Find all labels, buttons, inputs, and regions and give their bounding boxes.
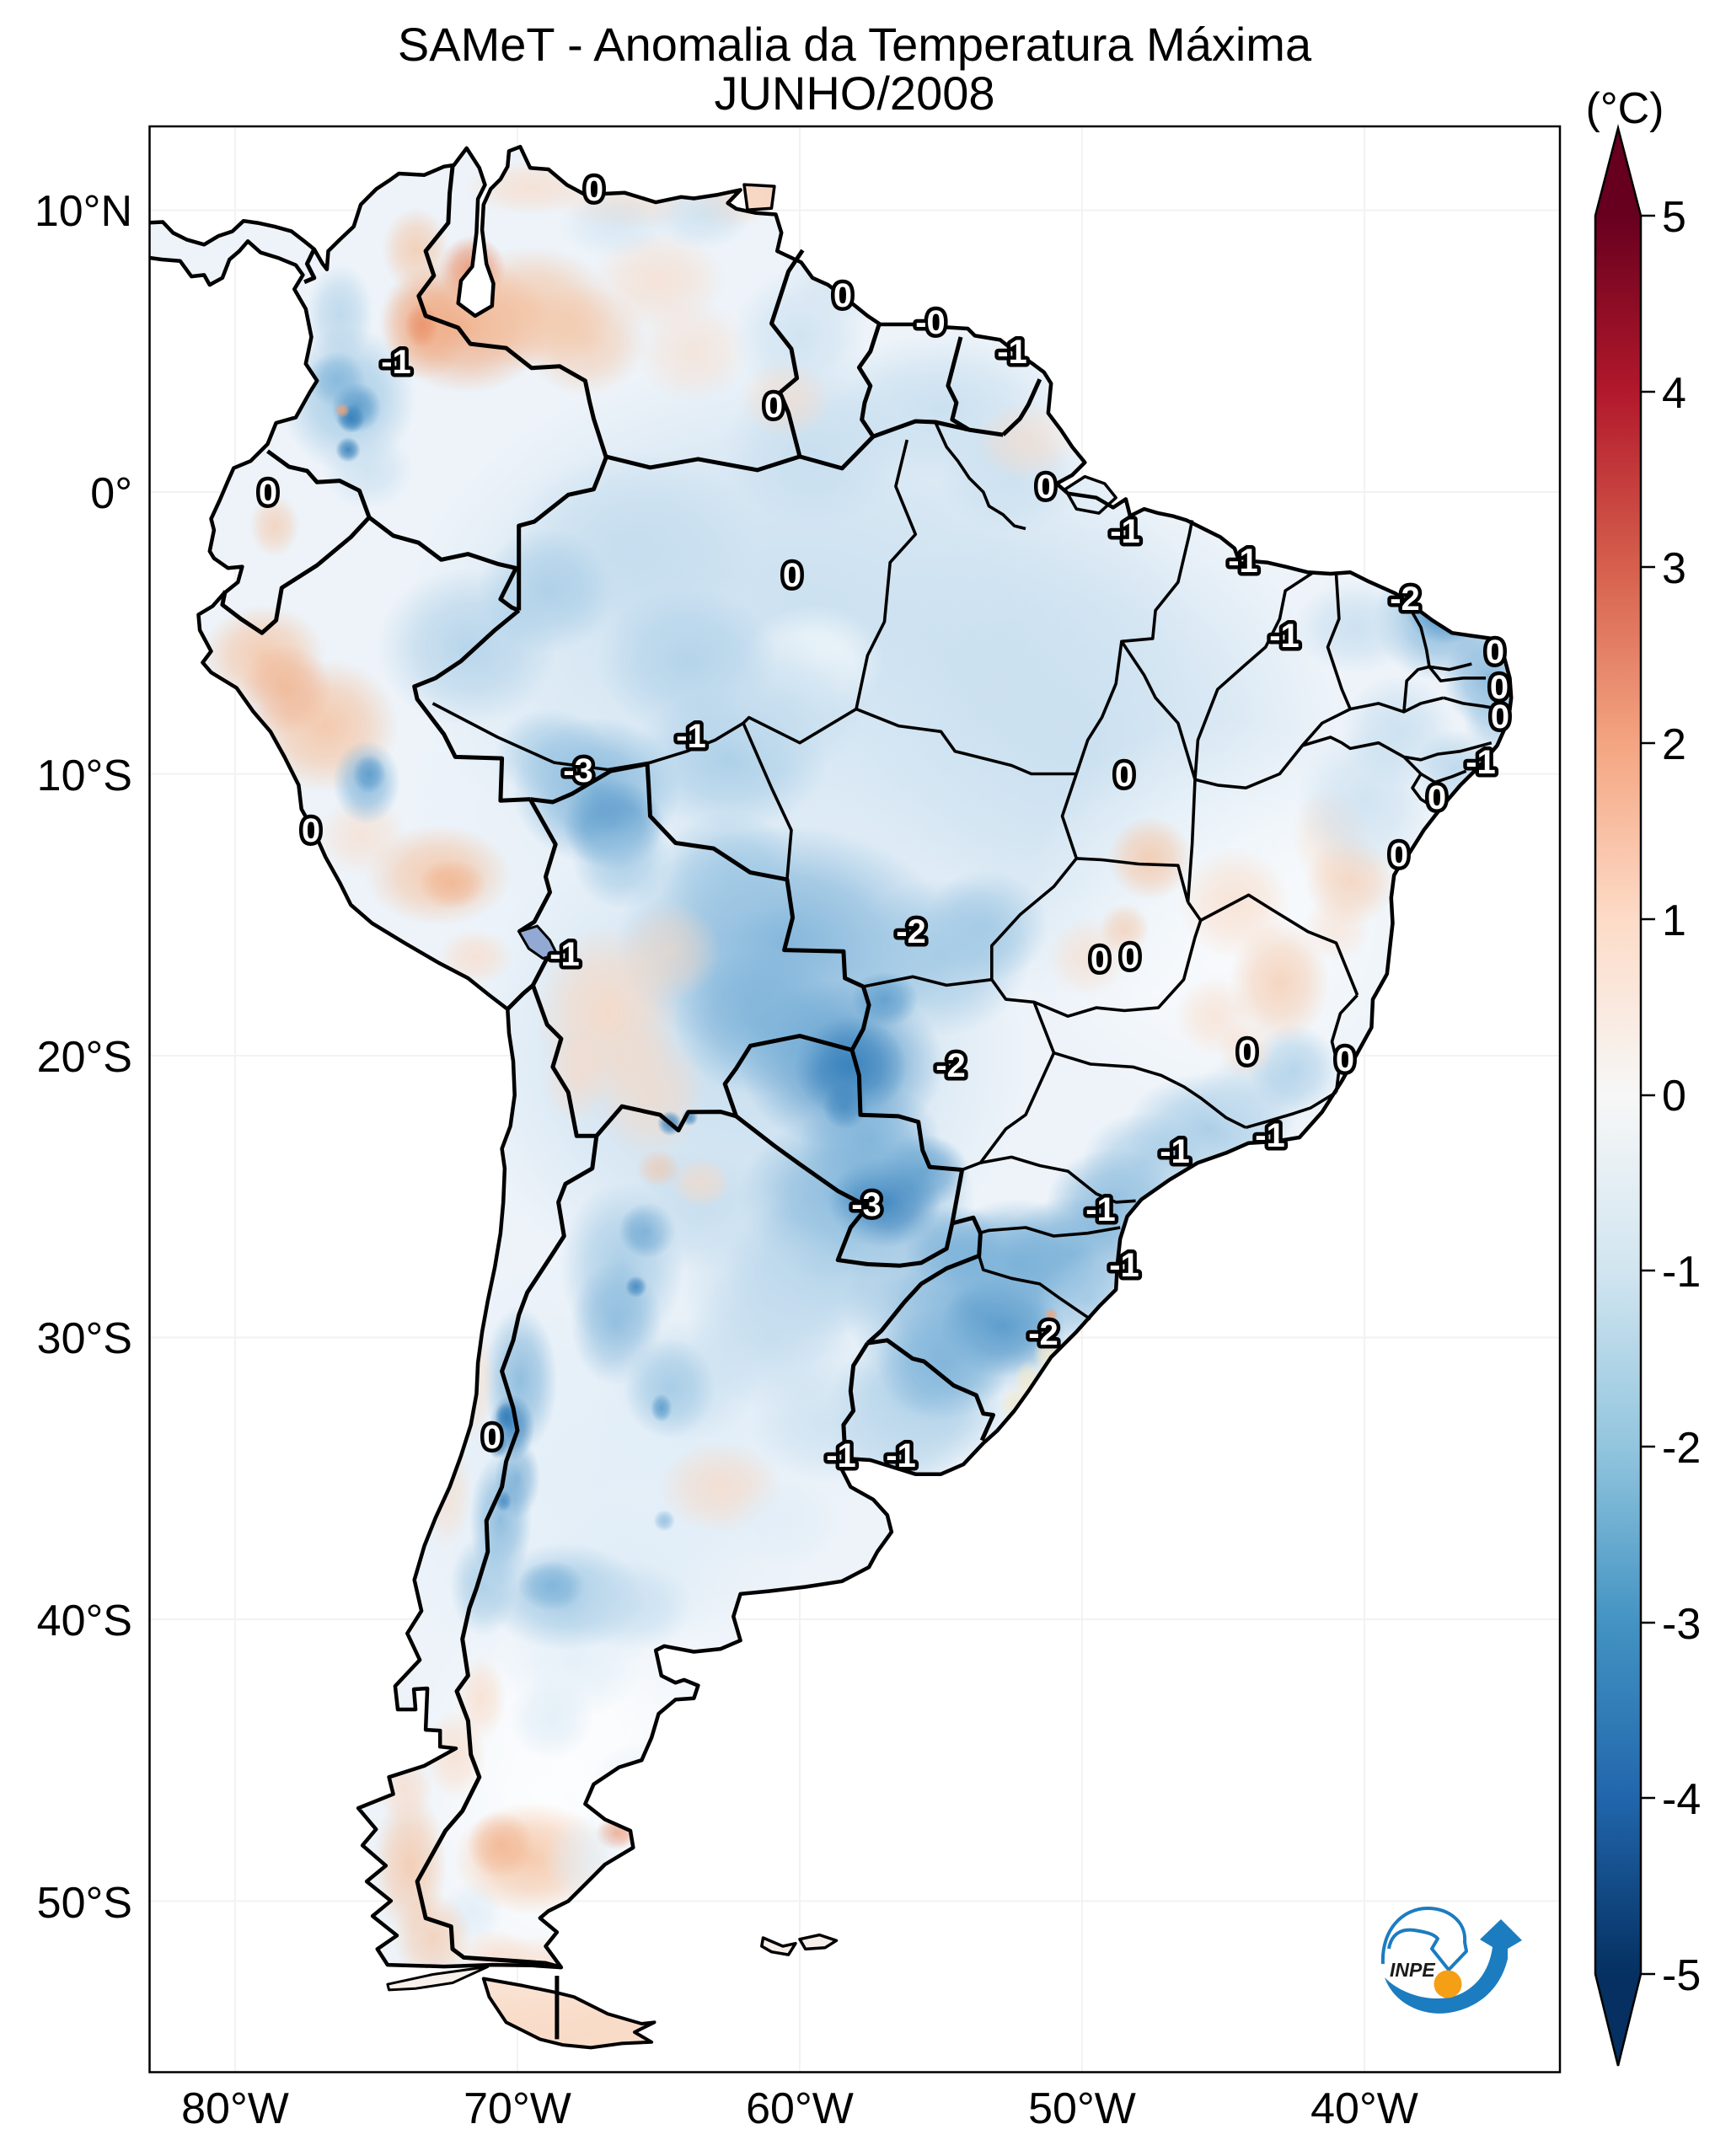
svg-text:-3: -3 [563, 752, 593, 789]
svg-text:0: 0 [1336, 1041, 1354, 1078]
svg-text:0: 0 [1390, 837, 1408, 874]
svg-text:0: 0 [1121, 939, 1139, 976]
svg-text:-2: -2 [1028, 1315, 1058, 1352]
svg-text:-1: -1 [1269, 618, 1300, 655]
svg-text:0: 0 [1037, 468, 1055, 506]
svg-text:-1: -1 [1109, 1247, 1139, 1284]
svg-text:-4: -4 [1662, 1775, 1701, 1824]
svg-text:SAMeT - Anomalia da Temperatur: SAMeT - Anomalia da Temperatura Máxima [398, 18, 1312, 71]
svg-text:0: 0 [783, 557, 801, 594]
svg-text:INPE: INPE [1390, 1959, 1435, 1981]
svg-text:-1: -1 [549, 936, 580, 973]
svg-text:0: 0 [1486, 634, 1504, 671]
svg-text:-3: -3 [1662, 1600, 1701, 1649]
svg-text:80°W: 80°W [181, 2084, 289, 2133]
svg-text:-1: -1 [1466, 744, 1496, 781]
svg-text:0: 0 [1115, 757, 1133, 794]
svg-text:50°W: 50°W [1028, 2084, 1136, 2133]
svg-text:0: 0 [302, 812, 320, 849]
svg-text:-1: -1 [1085, 1191, 1116, 1228]
svg-text:0: 0 [833, 277, 852, 314]
svg-text:-1: -1 [1228, 543, 1258, 580]
svg-text:0: 0 [585, 171, 603, 208]
svg-text:70°W: 70°W [464, 2084, 571, 2133]
svg-text:4: 4 [1662, 369, 1686, 418]
svg-text:40°W: 40°W [1310, 2084, 1418, 2133]
svg-text:0: 0 [1662, 1072, 1686, 1121]
svg-text:-3: -3 [851, 1186, 882, 1223]
svg-text:10°N: 10°N [35, 187, 132, 236]
svg-text:50°S: 50°S [37, 1879, 132, 1928]
svg-text:-2: -2 [935, 1047, 966, 1084]
svg-text:30°S: 30°S [37, 1314, 132, 1363]
svg-text:0: 0 [1238, 1034, 1257, 1071]
svg-text:1: 1 [1662, 896, 1686, 945]
svg-text:20°S: 20°S [37, 1033, 132, 1082]
svg-text:-1: -1 [1160, 1133, 1190, 1170]
svg-text:40°S: 40°S [37, 1597, 132, 1645]
svg-text:-1: -1 [676, 718, 706, 755]
svg-text:10°S: 10°S [37, 752, 132, 800]
svg-text:60°W: 60°W [746, 2084, 854, 2133]
svg-text:0: 0 [764, 388, 783, 425]
svg-text:-1: -1 [886, 1437, 916, 1474]
svg-text:2: 2 [1662, 720, 1686, 769]
svg-text:-1: -1 [1110, 513, 1140, 550]
svg-text:0°: 0° [90, 469, 132, 518]
svg-text:0: 0 [1428, 779, 1446, 816]
svg-text:JUNHO/2008: JUNHO/2008 [714, 67, 994, 120]
svg-text:5: 5 [1662, 193, 1686, 242]
svg-text:-5: -5 [1662, 1951, 1701, 2000]
svg-text:-2: -2 [896, 913, 926, 950]
svg-text:-1: -1 [997, 334, 1027, 371]
svg-text:0: 0 [483, 1419, 501, 1456]
svg-text:0: 0 [1490, 669, 1509, 706]
svg-text:3: 3 [1662, 544, 1686, 593]
svg-text:(°C): (°C) [1586, 84, 1664, 133]
svg-text:-2: -2 [1662, 1424, 1701, 1473]
svg-text:-1: -1 [1255, 1117, 1285, 1154]
svg-text:-1: -1 [1662, 1248, 1701, 1297]
svg-text:-0: -0 [915, 304, 946, 341]
svg-text:-1: -1 [381, 344, 411, 381]
svg-text:0: 0 [1491, 698, 1509, 736]
svg-text:-1: -1 [826, 1437, 856, 1474]
svg-text:0: 0 [259, 474, 277, 511]
svg-text:-2: -2 [1390, 580, 1420, 618]
svg-text:0: 0 [1091, 941, 1109, 978]
